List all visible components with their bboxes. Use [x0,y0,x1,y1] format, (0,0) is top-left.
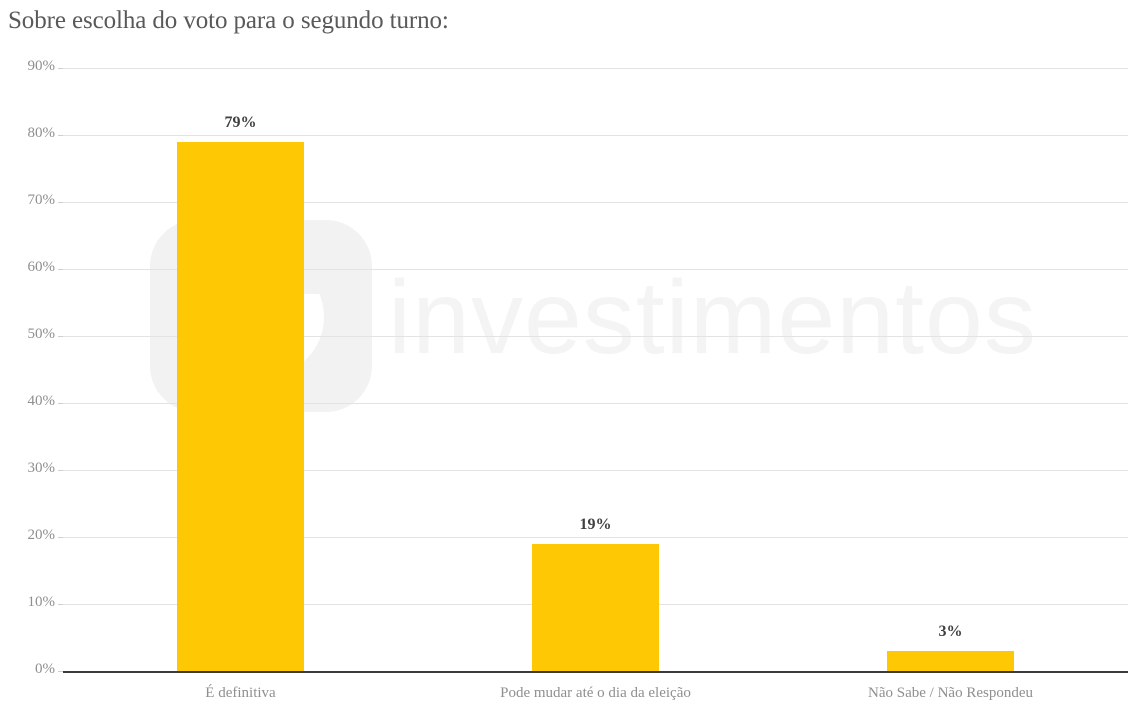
gridline [63,135,1128,136]
y-axis-tick-label: 40% [27,393,56,409]
y-axis-tick-mark [58,68,63,69]
y-axis-tick-mark [58,470,63,471]
gridline [63,336,1128,337]
chart-title: Sobre escolha do voto para o segundo tur… [8,7,449,34]
gridline [63,403,1128,404]
gridline [63,68,1128,69]
bar-value-label: 19% [579,515,612,533]
gridline [63,202,1128,203]
gridline [63,269,1128,270]
y-axis-tick-label: 90% [27,58,56,74]
y-axis-tick-label: 10% [27,594,56,610]
x-axis-category-label: Não Sabe / Não Respondeu [868,685,1033,701]
y-axis-tick-mark [58,269,63,270]
y-axis-tick-label: 30% [27,460,56,476]
y-axis-tick-mark [58,537,63,538]
y-axis-tick-mark [58,403,63,404]
y-axis-tick-mark [58,671,63,672]
y-axis-tick-label: 0% [35,661,55,677]
y-axis-tick-label: 20% [27,527,56,543]
gridline [63,537,1128,538]
gridline [63,470,1128,471]
bar-value-label: 79% [224,113,257,131]
y-axis-tick-label: 80% [27,125,56,141]
y-axis-tick-label: 70% [27,192,56,208]
y-axis-tick-label: 50% [27,326,56,342]
y-axis-tick-mark [58,604,63,605]
y-axis-tick-mark [58,336,63,337]
bar[interactable] [177,141,304,671]
bar[interactable] [887,650,1014,671]
bar-value-label: 3% [938,622,963,640]
bar[interactable] [532,543,659,671]
x-axis-category-label: É definitiva [205,685,276,701]
y-axis: 0% 10% 20% 30% 40% 50% 60% 70% 80% 90% [0,58,63,677]
y-axis-tick-mark [58,135,63,136]
x-axis-category-label: Pode mudar até o dia da eleição [500,685,691,701]
y-axis-tick-mark [58,202,63,203]
y-axis-tick-label: 60% [27,259,56,275]
x-axis-line [63,671,1128,673]
